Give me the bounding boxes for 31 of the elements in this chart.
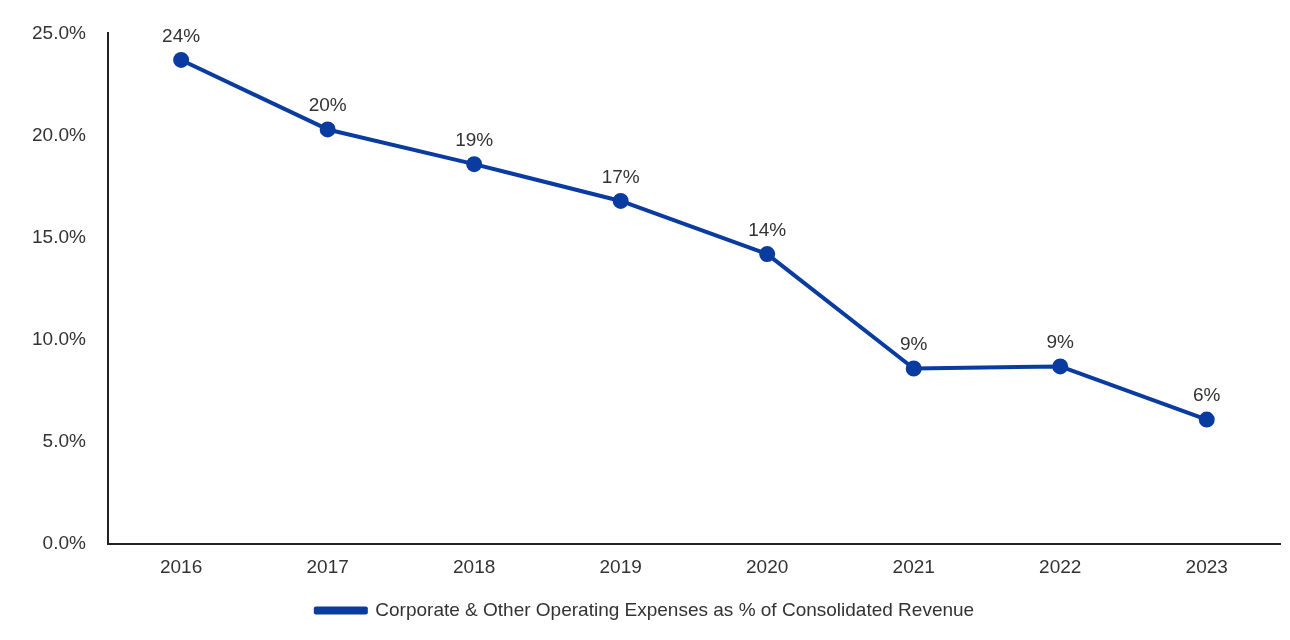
data-label: 20%: [308, 94, 347, 116]
point: [905, 360, 922, 377]
point: [1052, 358, 1069, 375]
y-tick-label: 25.0%: [32, 21, 86, 43]
data-label: 19%: [455, 128, 494, 150]
y-tick-label: 0.0%: [42, 532, 86, 554]
point: [173, 51, 190, 68]
x-tick-label: 2021: [892, 555, 935, 577]
point: [466, 156, 483, 173]
point: [319, 121, 336, 138]
x-tick-label: 2018: [453, 555, 496, 577]
y-tick-label: 15.0%: [32, 225, 86, 247]
point: [1198, 411, 1215, 428]
point: [612, 192, 629, 209]
data-label: 17%: [601, 165, 640, 187]
y-tick-label: 10.0%: [32, 328, 86, 350]
y-tick-label: 5.0%: [42, 430, 86, 452]
x-tick-label: 2023: [1185, 555, 1228, 577]
data-label: 9%: [899, 333, 928, 355]
point: [759, 246, 776, 263]
x-tick-label: 2019: [599, 555, 642, 577]
x-tick-label: 2017: [306, 555, 349, 577]
y-tick-label: 20.0%: [32, 123, 86, 145]
x-tick-label: 2020: [746, 555, 789, 577]
x-tick-label: 2016: [159, 555, 203, 577]
data-label: 24%: [162, 24, 201, 46]
data-label: 6%: [1193, 384, 1221, 406]
data-label: 14%: [748, 218, 787, 240]
legend-label: Corporate & Other Operating Expenses as % of Consolidated Revenue: [375, 598, 975, 620]
data-label: 9%: [1046, 331, 1075, 353]
x-tick-label: 2022: [1039, 555, 1082, 577]
